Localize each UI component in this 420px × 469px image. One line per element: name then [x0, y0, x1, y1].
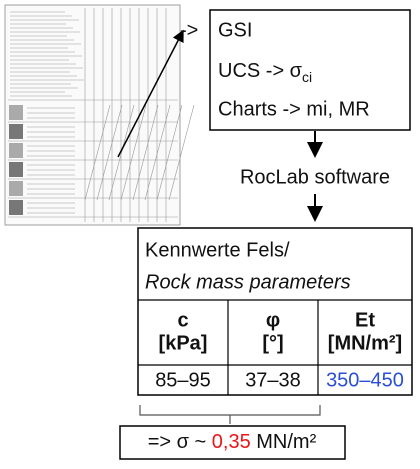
column-header: [°]	[262, 332, 283, 354]
parameter-table: Kennwerte Fels/ Rock mass parameters c[k…	[138, 228, 412, 395]
software-label: RocLab software	[240, 166, 390, 188]
subscript: ci	[302, 69, 312, 85]
column-header: φ	[266, 309, 280, 331]
input-line: Charts -> mi, MR	[218, 98, 370, 120]
thumb-icon	[9, 105, 23, 120]
column-header: [MN/m²]	[328, 332, 402, 354]
thumb-icon	[9, 200, 23, 215]
table-subtitle: Rock mass parameters	[145, 271, 351, 293]
column-header: c	[177, 309, 188, 331]
thumb-icon	[9, 181, 23, 196]
table-title: Kennwerte Fels/	[145, 239, 290, 261]
diagram: -> GSI UCS -> σci Charts -> mi, MR RocLa…	[0, 0, 420, 469]
thumb-icon	[9, 124, 23, 139]
arrow-prefix: ->	[180, 19, 198, 41]
cell-value: 350–450	[326, 369, 404, 391]
cell-value: 85–95	[155, 369, 211, 391]
thumb-icon	[9, 162, 23, 177]
thumb-icon	[9, 143, 23, 158]
result-unit: MN/m²	[251, 431, 317, 453]
column-header: Et	[355, 309, 375, 331]
bracket	[140, 405, 320, 424]
result: => σ ~ 0,35 MN/m²	[148, 431, 317, 453]
input-line: UCS -> σci	[218, 60, 312, 84]
gsi-chart-thumbnail	[5, 5, 194, 225]
result-value: 0,35	[212, 431, 251, 453]
column-header: [kPa]	[159, 332, 208, 354]
input-line: GSI	[218, 19, 252, 41]
input-text: UCS -> σ	[218, 60, 303, 82]
result-text: => σ ~	[148, 431, 212, 453]
cell-value: 37–38	[245, 369, 301, 391]
